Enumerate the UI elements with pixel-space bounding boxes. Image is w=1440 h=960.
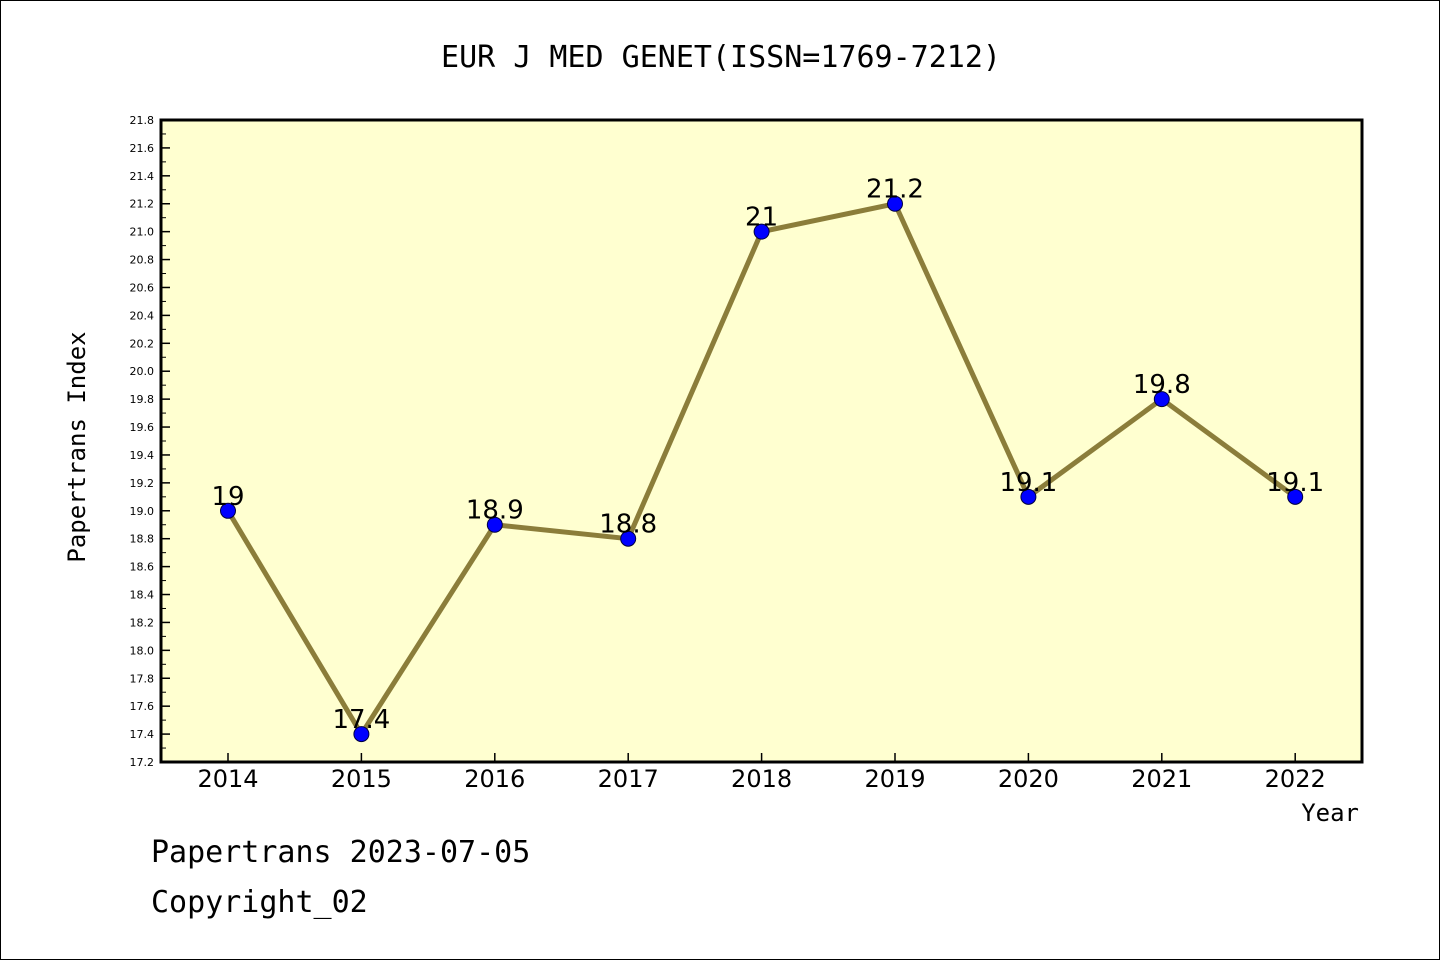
y-tick-label: 20.8 — [130, 254, 155, 267]
y-tick-label: 21.6 — [130, 142, 155, 155]
y-axis-label: Papertrans Index — [63, 331, 91, 562]
y-tick-label: 19.6 — [130, 421, 155, 434]
y-tick-label: 19.0 — [130, 505, 155, 518]
data-label: 21 — [745, 203, 778, 233]
y-tick-label: 20.4 — [130, 309, 155, 322]
y-tick-label: 18.8 — [130, 533, 155, 546]
data-label: 18.8 — [599, 510, 657, 540]
footer-copyright: Copyright_02 — [151, 885, 368, 920]
y-axis: 17.2 17.4 17.6 17.8 18.0 18.2 18.4 18.6 18.8 19.0… — [130, 114, 170, 769]
y-tick-label: 17.2 — [130, 756, 155, 769]
data-label: 19 — [211, 482, 244, 512]
y-tick-label: 18.2 — [130, 616, 155, 629]
data-point — [486, 516, 503, 533]
y-tick-label: 17.4 — [130, 728, 155, 741]
x-tick-label: 2018 — [731, 765, 792, 793]
data-label: 19.1 — [999, 468, 1057, 498]
y-tick-label: 21.2 — [130, 198, 155, 211]
data-point — [1287, 488, 1304, 505]
y-tick-label: 19.4 — [130, 449, 155, 462]
data-point — [753, 223, 770, 240]
y-tick-label: 17.6 — [130, 700, 155, 713]
y-tick-label: 18.4 — [130, 589, 155, 602]
x-axis-label: Year — [1301, 799, 1359, 827]
data-label: 21.2 — [866, 175, 924, 205]
data-point — [220, 502, 236, 519]
data-label: 19.1 — [1266, 468, 1324, 498]
x-axis: 2014 2015 2016 2017 2018 2019 2020 2021 2022 — [197, 753, 1326, 793]
x-tick-label: 2016 — [464, 765, 525, 793]
y-tick-label: 19.2 — [130, 477, 155, 490]
x-tick-label: 2015 — [331, 765, 392, 793]
x-tick-label: 2019 — [864, 765, 925, 793]
data-point — [1153, 391, 1170, 408]
y-tick-label: 21.8 — [130, 114, 155, 127]
y-tick-label: 20.2 — [130, 337, 155, 350]
plot-border — [159, 118, 1364, 764]
x-tick-label: 2022 — [1265, 765, 1326, 793]
data-label: 18.9 — [466, 496, 524, 526]
y-tick-label: 17.8 — [130, 672, 155, 685]
y-tick-label: 21.0 — [130, 226, 155, 239]
y-tick-label: 21.4 — [130, 170, 155, 183]
y-tick-label: 18.6 — [130, 561, 155, 574]
footer-date: Papertrans 2023-07-05 — [151, 835, 531, 870]
y-tick-label: 18.0 — [130, 644, 155, 657]
data-point — [1020, 488, 1037, 505]
x-tick-label: 2020 — [998, 765, 1059, 793]
y-tick-label: 20.6 — [130, 281, 155, 294]
data-point — [353, 726, 370, 743]
data-point — [620, 530, 637, 547]
data-label: 17.4 — [332, 705, 390, 735]
data-label: 19.8 — [1133, 370, 1191, 400]
data-point — [887, 195, 903, 212]
y-tick-label: 19.8 — [130, 393, 155, 406]
chart-title: EUR J MED GENET(ISSN=1769-7212) — [441, 40, 1001, 75]
x-tick-label: 2014 — [197, 765, 258, 793]
x-tick-label: 2017 — [598, 765, 659, 793]
series-papertrans-index: 19 17.4 18.9 18.8 21 21.2 19.1 19.8 19.1 — [211, 175, 1324, 743]
x-tick-label: 2021 — [1131, 765, 1192, 793]
y-tick-label: 20.0 — [130, 365, 155, 378]
